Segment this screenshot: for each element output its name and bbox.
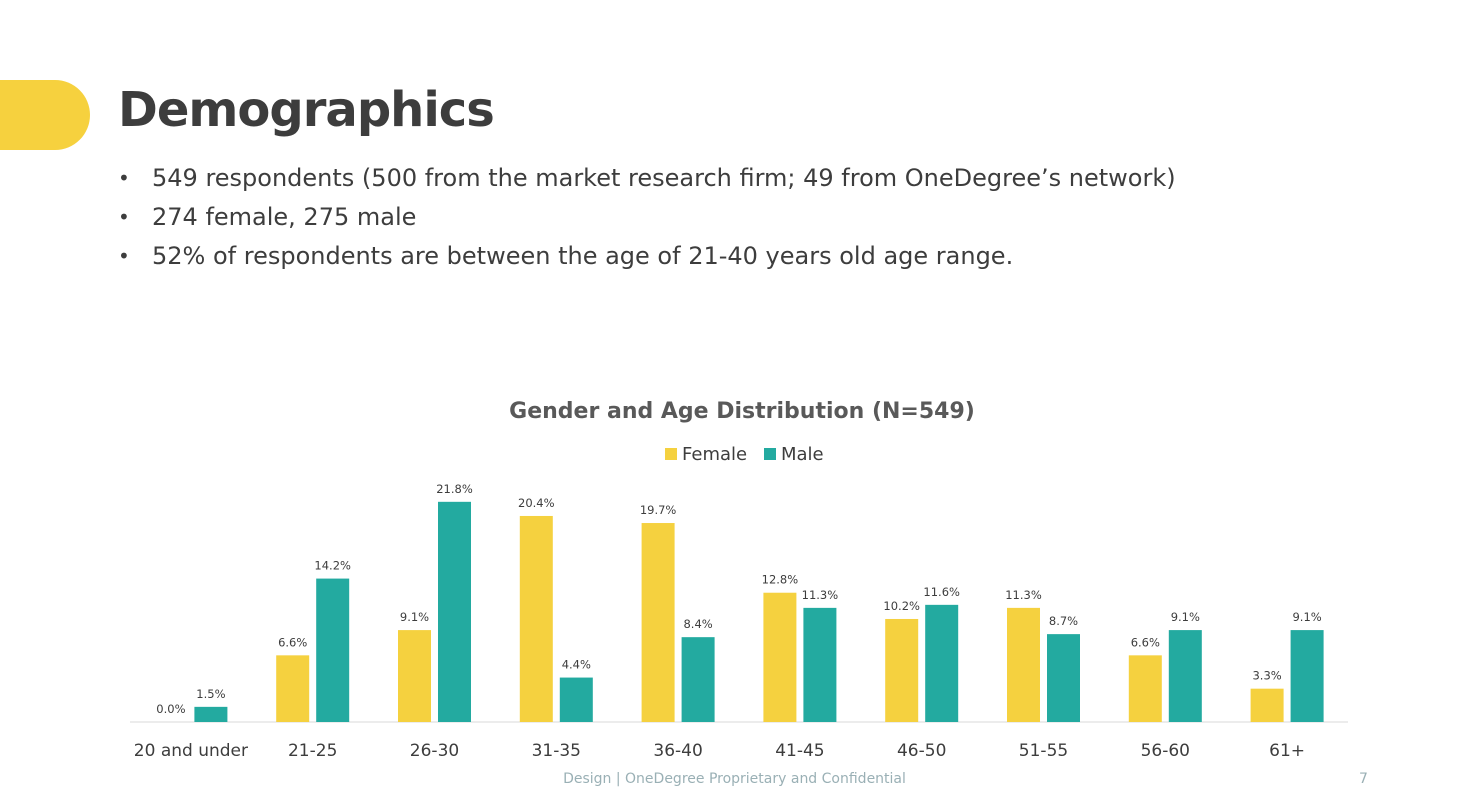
bullet-respondents: 549 respondents (500 from the market res… [118, 160, 1176, 199]
data-label-male-7: 8.7% [1049, 614, 1078, 628]
legend-label-male: Male [781, 444, 824, 465]
data-label-female-5: 12.8% [762, 573, 799, 587]
category-label-5: 41-45 [775, 741, 824, 761]
footer-confidential: Design | OneDegree Proprietary and Confi… [563, 771, 906, 787]
bar-female-2 [398, 630, 431, 722]
chart-canvas: Gender and Age Distribution (N=549) Femal… [130, 399, 1348, 761]
data-label-female-8: 6.6% [1131, 635, 1160, 649]
data-label-female-9: 3.3% [1252, 669, 1281, 683]
title-accent-tab [0, 80, 90, 150]
category-label-3: 31-35 [532, 741, 581, 761]
bar-male-0 [194, 706, 228, 722]
data-label-male-1: 14.2% [314, 559, 351, 573]
page-number: 7 [1359, 771, 1368, 787]
bar-female-8 [1128, 655, 1162, 722]
data-label-female-6: 10.2% [883, 599, 920, 613]
category-label-6: 46-50 [897, 741, 946, 761]
bar-female-6 [885, 618, 919, 722]
bar-male-3 [559, 677, 593, 722]
legend-swatch-female [665, 448, 677, 460]
bullet-gender-split: 274 female, 275 male [118, 199, 1176, 238]
category-label-7: 51-55 [1019, 741, 1068, 761]
category-label-2: 26-30 [410, 741, 459, 761]
bar-male-6 [925, 604, 959, 722]
bar-female-1 [276, 655, 310, 722]
data-label-female-7: 11.3% [1005, 588, 1042, 602]
chart-title: Gender and Age Distribution (N=549) [509, 399, 975, 424]
bar-male-1 [316, 578, 350, 722]
slide-title: Demographics [118, 82, 495, 138]
bar-male-8 [1168, 630, 1202, 722]
category-label-8: 56-60 [1141, 741, 1190, 761]
data-label-female-3: 20.4% [518, 496, 555, 510]
data-label-male-9: 9.1% [1292, 610, 1321, 624]
bar-female-4 [641, 523, 675, 722]
legend-label-female: Female [682, 444, 747, 465]
data-label-male-0: 1.5% [196, 687, 225, 701]
bar-female-3 [519, 515, 553, 722]
category-label-0: 20 and under [134, 741, 248, 761]
legend-swatch-male [764, 448, 776, 460]
bar-male-9 [1290, 630, 1324, 722]
data-label-female-1: 6.6% [278, 635, 307, 649]
bar-female-9 [1250, 688, 1284, 722]
category-label-4: 36-40 [653, 741, 702, 761]
bar-female-5 [763, 592, 797, 722]
bar-male-4 [681, 637, 715, 722]
data-label-male-3: 4.4% [562, 658, 591, 672]
gender-age-chart: Gender and Age Distribution (N=549) Femal… [0, 380, 1469, 780]
data-label-male-4: 8.4% [683, 617, 712, 631]
category-label-1: 21-25 [288, 741, 337, 761]
data-label-male-2: 21.8% [436, 482, 473, 496]
bullet-age-range: 52% of respondents are between the age o… [118, 238, 1176, 277]
bar-male-7 [1047, 634, 1080, 722]
data-label-female-4: 19.7% [640, 503, 677, 517]
category-label-9: 61+ [1269, 741, 1305, 761]
data-label-male-6: 11.6% [923, 585, 960, 599]
bar-male-5 [803, 607, 837, 722]
data-label-female-2: 9.1% [400, 610, 429, 624]
bar-female-7 [1007, 607, 1040, 722]
data-label-female-0: 0.0% [156, 702, 185, 716]
bar-male-2 [438, 501, 471, 722]
bullet-list: 549 respondents (500 from the market res… [118, 160, 1176, 277]
data-label-male-5: 11.3% [802, 588, 839, 602]
data-label-male-8: 9.1% [1171, 610, 1200, 624]
